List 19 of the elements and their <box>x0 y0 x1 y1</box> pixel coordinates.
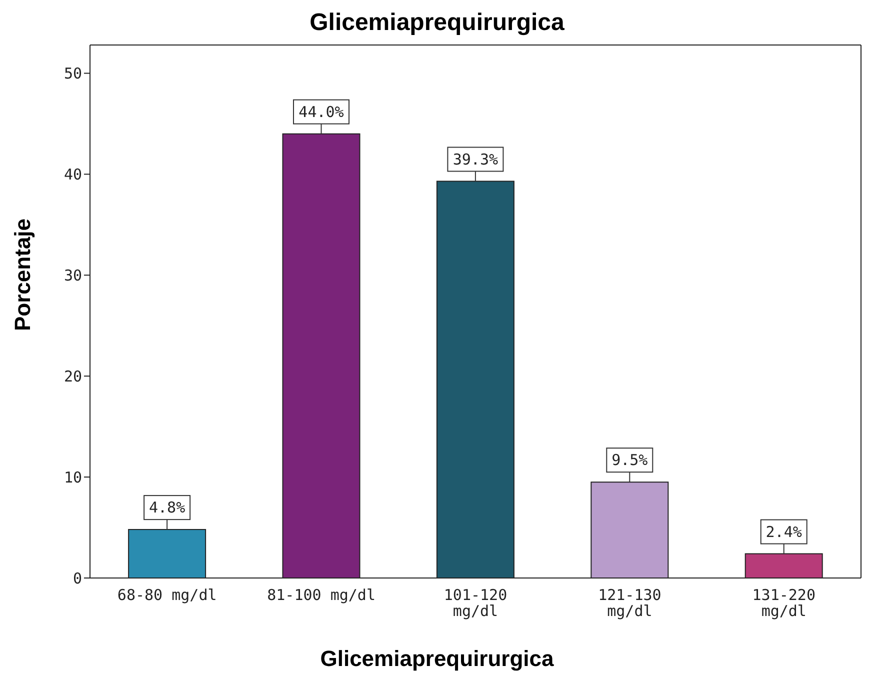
x-tick-label: 121-130 mg/dl <box>598 586 662 620</box>
y-tick-label: 10 <box>64 468 82 486</box>
y-tick-label: 20 <box>64 367 82 386</box>
y-tick-label: 30 <box>64 266 82 284</box>
chart-title: Glicemiaprequirurgica <box>308 8 566 38</box>
y-tick-label: 40 <box>64 166 82 184</box>
data-label: 44.0% <box>298 102 344 121</box>
x-tick-label: 131-220 mg/dl <box>752 586 816 620</box>
x-axis-title: Glicemiaprequirurgica <box>319 646 555 672</box>
x-tick-label: 68-80 mg/dl <box>117 586 217 604</box>
data-label: 4.8% <box>148 498 186 517</box>
data-label: 2.4% <box>766 522 802 541</box>
data-label: 9.5% <box>612 451 648 470</box>
data-label: 39.3% <box>452 150 498 168</box>
y-axis-title: Porcentaje <box>10 218 36 331</box>
y-tick-label: 0 <box>72 569 82 588</box>
y-tick-label: 50 <box>64 64 82 83</box>
x-tick-label: 101-120 mg/dl <box>444 586 508 620</box>
x-tick-label: 81-100 mg/dl <box>267 586 376 604</box>
